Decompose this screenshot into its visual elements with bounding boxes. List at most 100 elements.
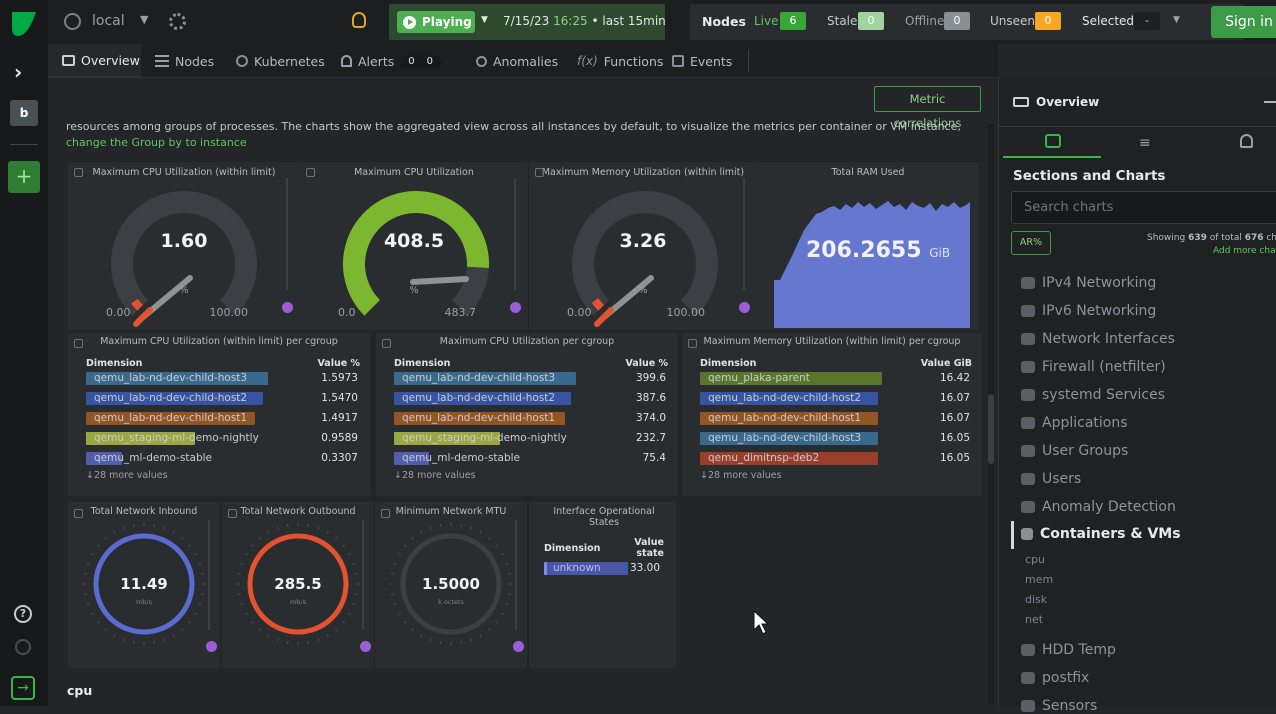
tab-anomalies[interactable]: Anomalies	[476, 44, 558, 78]
chart-info-icon[interactable]	[306, 168, 315, 177]
intro-link[interactable]: change the Group by to instance	[66, 136, 247, 149]
section-item[interactable]: IPv6 Networking	[1021, 303, 1156, 319]
anomaly-badge-icon[interactable]	[206, 641, 217, 652]
settings-icon[interactable]	[15, 639, 31, 655]
node-chevron-down-icon[interactable]: ▼	[140, 13, 148, 26]
selected-count-badge[interactable]: -	[1134, 12, 1160, 30]
tab-events[interactable]: Events	[672, 44, 732, 78]
netdata-logo[interactable]	[8, 10, 40, 38]
chart-info-icon[interactable]	[74, 509, 83, 518]
add-more-charts-link[interactable]: Add more chart	[1213, 246, 1276, 256]
tab-kubernetes[interactable]: Kubernetes	[236, 44, 325, 78]
gear-icon[interactable]	[169, 13, 186, 30]
selected-label[interactable]: Selected	[1082, 14, 1134, 28]
subsection-item[interactable]: disk	[1025, 593, 1047, 606]
panel-tab-alerts[interactable]	[1240, 134, 1253, 148]
panel-tab-charts[interactable]	[1003, 128, 1101, 158]
section-item[interactable]: IPv4 Networking	[1021, 275, 1156, 291]
section-item[interactable]: User Groups	[1021, 443, 1128, 459]
live-count-badge[interactable]: 6	[780, 12, 806, 30]
chart-info-icon[interactable]	[688, 339, 697, 348]
section-item[interactable]: postfix	[1021, 670, 1089, 686]
section-item[interactable]: Applications	[1021, 415, 1128, 431]
ar-toggle-button[interactable]: AR%	[1011, 231, 1051, 255]
anomaly-badge-icon[interactable]	[360, 641, 371, 652]
subsection-item[interactable]: net	[1025, 613, 1043, 626]
table-more-values[interactable]: ↓28 more values	[86, 470, 168, 481]
anomaly-badge-icon[interactable]	[513, 641, 524, 652]
sign-in-icon[interactable]: →	[11, 676, 35, 700]
chart-resize-handle[interactable]	[515, 520, 517, 630]
node-status-icon	[64, 13, 81, 30]
panel-collapse-icon[interactable]	[1264, 101, 1276, 103]
chart-resize-handle[interactable]	[286, 178, 288, 290]
offline-label[interactable]: Offline	[905, 14, 944, 28]
search-charts-input[interactable]	[1011, 191, 1276, 224]
offline-count-badge[interactable]: 0	[944, 12, 970, 30]
metric-correlations-button[interactable]: Metric correlations	[874, 86, 981, 112]
play-button[interactable]: Playing	[397, 11, 475, 33]
anomaly-badge-icon[interactable]	[510, 302, 521, 313]
chart-resize-handle[interactable]	[514, 178, 516, 290]
main-scrollbar[interactable]	[988, 124, 994, 704]
subsection-item[interactable]: mem	[1025, 573, 1053, 586]
chart-info-icon[interactable]	[74, 339, 83, 348]
section-item[interactable]: Anomaly Detection	[1021, 499, 1176, 515]
section-item[interactable]: systemd Services	[1021, 387, 1165, 403]
space-avatar[interactable]: b	[10, 100, 38, 126]
expand-chevron-icon[interactable]: ›	[14, 60, 22, 84]
chart-info-icon[interactable]	[74, 168, 83, 177]
unseen-label[interactable]: Unseen	[990, 14, 1035, 28]
chart-info-icon[interactable]	[382, 339, 391, 348]
unseen-count-badge[interactable]: 0	[1035, 12, 1061, 30]
panel-tab-filter[interactable]: ≡	[1139, 135, 1151, 151]
table-more-values[interactable]: ↓28 more values	[700, 470, 782, 481]
help-icon[interactable]: ?	[14, 605, 32, 623]
tab-alerts[interactable]: Alerts 0 0	[341, 44, 441, 78]
section-item[interactable]: Sensors	[1021, 698, 1097, 714]
tab-overview[interactable]: Overview	[48, 44, 141, 78]
tab-nodes[interactable]: Nodes	[155, 44, 214, 78]
section-containers-vms[interactable]: Containers & VMs	[1021, 526, 1181, 542]
selected-chevron-down-icon[interactable]: ▼	[1173, 15, 1180, 25]
stale-count-badge[interactable]: 0	[858, 12, 884, 30]
anomaly-badge-icon[interactable]	[282, 302, 293, 313]
play-chevron-down-icon[interactable]: ▼	[481, 15, 488, 25]
section-item[interactable]: HDD Temp	[1021, 642, 1116, 658]
chart-resize-handle[interactable]	[208, 520, 210, 630]
stale-label[interactable]: Stale	[827, 14, 857, 28]
section-item[interactable]: Users	[1021, 471, 1081, 487]
live-label[interactable]: Live	[754, 14, 779, 28]
subsection-item[interactable]: cpu	[1025, 553, 1045, 566]
sign-in-button[interactable]: Sign in	[1211, 6, 1276, 38]
chart-resize-handle[interactable]	[743, 178, 745, 290]
chart-info-icon[interactable]	[381, 509, 390, 518]
add-space-button[interactable]: +	[8, 161, 40, 193]
anomaly-badge-icon[interactable]	[739, 302, 750, 313]
lightbulb-icon[interactable]	[352, 12, 366, 28]
chart-info-icon[interactable]	[228, 509, 237, 518]
table-more-values[interactable]: ↓28 more values	[394, 470, 476, 481]
node-name[interactable]: local	[92, 13, 125, 29]
section-item[interactable]: Network Interfaces	[1021, 331, 1175, 347]
date-range[interactable]: 7/15/23 16:25 • last 15min	[503, 14, 666, 28]
tab-functions[interactable]: f(x) Functions	[577, 44, 663, 78]
section-item[interactable]: Firewall (netfilter)	[1021, 359, 1166, 375]
chart-info-icon[interactable]	[535, 168, 544, 177]
chart-resize-handle[interactable]	[362, 520, 364, 630]
